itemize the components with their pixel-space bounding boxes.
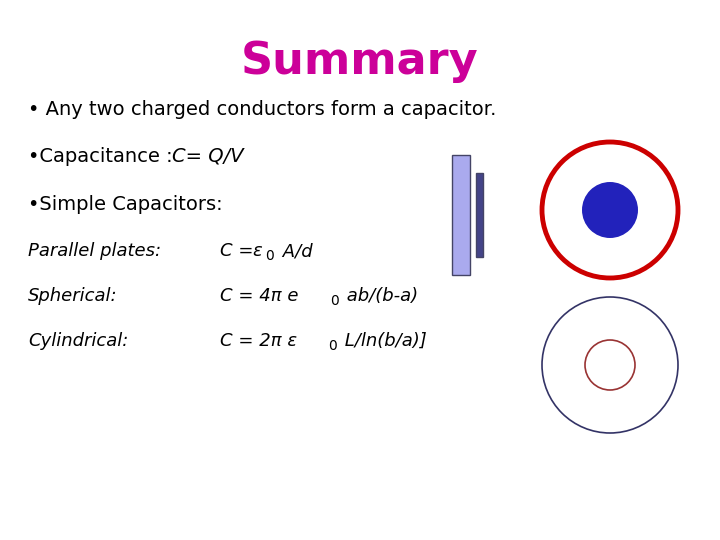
Text: •Simple Capacitors:: •Simple Capacitors: [28, 195, 222, 214]
Text: A/d: A/d [277, 242, 312, 260]
Text: 0: 0 [265, 249, 274, 263]
Text: C = 4π e: C = 4π e [220, 287, 299, 305]
Text: ab/(b-a): ab/(b-a) [341, 287, 418, 305]
Bar [476, 173, 483, 257]
Text: Summary: Summary [241, 40, 479, 83]
Text: • Any two charged conductors form a capacitor.: • Any two charged conductors form a capa… [28, 100, 496, 119]
Text: •Capacitance :: •Capacitance : [28, 147, 185, 166]
Ellipse shape [542, 142, 678, 278]
Ellipse shape [585, 340, 635, 390]
Text: C =: C = [220, 242, 259, 260]
Text: ε: ε [252, 242, 262, 260]
Bar [452, 155, 470, 275]
Ellipse shape [542, 297, 678, 433]
Text: 0: 0 [328, 339, 337, 353]
Text: Spherical:: Spherical: [28, 287, 117, 305]
Text: Cylindrical:: Cylindrical: [28, 332, 128, 350]
Text: C= Q/V: C= Q/V [172, 147, 243, 166]
Text: Parallel plates:: Parallel plates: [28, 242, 161, 260]
Ellipse shape [582, 182, 638, 238]
Text: 0: 0 [330, 294, 338, 308]
Text: L/ln(b/a)]: L/ln(b/a)] [339, 332, 427, 350]
Text: C = 2π ε: C = 2π ε [220, 332, 297, 350]
